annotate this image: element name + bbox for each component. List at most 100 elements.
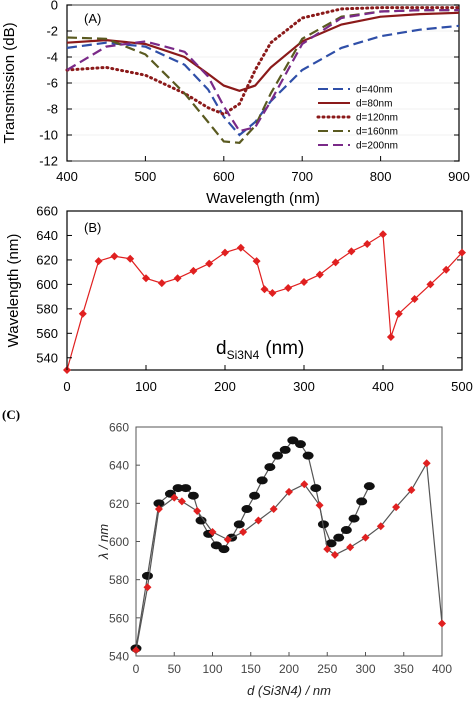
panel-b-point-diamond [110, 252, 119, 261]
panel-a-series [65, 6, 461, 144]
panel-c-x-tick-label: 50 [168, 662, 182, 676]
panel-c: (C) 0 50 100 150 200 250 300 350 400 540 560 580 600… [2, 407, 452, 698]
panel-b-point-diamond [458, 248, 466, 257]
panel-a-y-tick-label: -6 [46, 76, 58, 91]
panel-c-point-circle [195, 516, 207, 525]
panel-c-point-circle [241, 505, 253, 514]
panel-c-point-diamond [239, 527, 248, 536]
panel-a-series-line-1 [66, 11, 460, 92]
panel-b-y-tick-label: 560 [36, 326, 58, 341]
panel-c-series [130, 436, 446, 655]
panel-b-y-tick-label: 660 [36, 204, 58, 219]
panel-c-x-tick-label: 150 [241, 662, 261, 676]
panel-b-point-diamond [442, 265, 451, 274]
panel-b-point-diamond [157, 279, 166, 288]
panel-c-point-diamond [170, 493, 179, 502]
panel-a: 400 500 600 700 800 900 0 -2 -4 -6 -8 -10 -12 (A) Wa… [1, 0, 470, 207]
panel-c-point-circle [153, 499, 165, 508]
panel-c-point-circle [218, 545, 230, 554]
panel-c-x-tick-label: 250 [317, 662, 337, 676]
panel-b-series-line-0 [66, 233, 463, 371]
panel-b-x-tick-label: 200 [214, 379, 236, 394]
panel-b-point-diamond [142, 274, 150, 283]
panel-c-point-diamond [323, 545, 332, 554]
panel-a-x-tick-label: 700 [291, 169, 313, 184]
panel-a-y-tick-label: 0 [51, 0, 58, 13]
panel-b-point-diamond [315, 270, 324, 279]
panel-c-point-diamond [177, 497, 186, 506]
panel-a-y-tick-label: -2 [46, 24, 58, 39]
panel-b-x-tick-label: 0 [63, 379, 70, 394]
panel-b-annotation: dSi3N4 (nm) [216, 338, 304, 362]
panel-a-y-tick-label: -8 [46, 102, 58, 117]
panel-a-x-tick-label: 800 [370, 169, 392, 184]
panel-c-point-diamond [154, 505, 163, 514]
panel-c-point-diamond [422, 459, 431, 468]
panel-c-point-diamond [300, 480, 309, 489]
panel-b-point-diamond [221, 248, 229, 257]
panel-a-series-line-4 [66, 9, 459, 133]
panel-b-point-diamond [189, 266, 198, 275]
panel-c-point-diamond [285, 487, 293, 496]
panel-c-point-circle [348, 514, 360, 523]
panel-c-y-tick-label: 580 [109, 573, 129, 587]
panel-b-point-diamond [78, 309, 87, 318]
panel-b-point-diamond [410, 295, 419, 304]
panel-b-point-diamond [260, 285, 269, 294]
panel-c-y-tick-label: 600 [109, 535, 129, 549]
panel-c-x-tick-label: 400 [432, 662, 452, 676]
panel-c-x-tick-label: 200 [279, 662, 299, 676]
panel-b-label: (B) [84, 220, 101, 235]
panel-b-point-diamond [363, 240, 372, 249]
panel-b-point-diamond [347, 247, 356, 256]
panel-b-point-diamond [236, 243, 245, 252]
panel-b-x-tick-label: 500 [451, 379, 473, 394]
panel-b-y-tick-label: 640 [36, 228, 58, 243]
panel-c-point-circle [264, 463, 276, 472]
legend-label-3: d=160nm [356, 127, 398, 138]
panel-b-point-diamond [379, 230, 387, 239]
panel-b-point-diamond [94, 257, 103, 266]
panel-c-point-circle [256, 476, 268, 485]
panel-a-y-axis-title: Transmission (dB) [1, 22, 18, 143]
panel-c-point-diamond [132, 646, 140, 655]
panel-a-y-tick-label: -4 [46, 50, 58, 65]
panel-c-point-circle [356, 497, 368, 506]
panel-c-x-tick-label: 0 [133, 662, 140, 676]
panel-b-point-diamond [394, 309, 403, 318]
panel-b-x-tick-label: 100 [135, 379, 157, 394]
panel-c-point-circle [279, 445, 291, 454]
panel-c-y-tick-label: 560 [109, 611, 129, 625]
panel-c-point-diamond [407, 485, 416, 494]
panel-a-x-tick-label: 600 [213, 169, 235, 184]
panel-b-point-diamond [205, 259, 214, 268]
panel-c-point-circle [363, 482, 375, 491]
panel-c-frame [135, 426, 443, 657]
annotation-suffix: (nm) [265, 338, 304, 359]
panel-b-y-tick-label: 580 [36, 301, 58, 316]
annotation-subscript: Si3N4 [227, 348, 260, 362]
panel-b-point-diamond [284, 284, 293, 293]
panel-c-point-circle [272, 451, 284, 460]
panel-b-point-diamond [252, 257, 261, 266]
panel-c-point-circle [340, 526, 352, 535]
panel-c-point-diamond [346, 543, 355, 552]
panel-c-ticks: 0 50 100 150 200 250 300 350 400 540 560 580 600 620 6… [109, 421, 452, 677]
panel-c-y-axis-title: λ / nm [96, 524, 111, 560]
panel-c-point-circle [325, 539, 337, 548]
annotation-main: d [216, 338, 227, 359]
panel-a-series-line-0 [66, 24, 460, 137]
panel-a-ticks: 400 500 600 700 800 900 0 -2 -4 -6 -8 -10 -12 [39, 0, 470, 184]
panel-c-x-axis-title: d (Si3N4) / nm [247, 683, 331, 698]
panel-c-point-circle [187, 491, 199, 500]
panel-c-point-diamond [193, 506, 202, 515]
panel-a-y-tick-label: -12 [39, 154, 58, 169]
panel-a-x-tick-label: 500 [135, 169, 157, 184]
panel-c-y-tick-label: 620 [109, 497, 129, 511]
panel-b-point-diamond [126, 254, 135, 263]
panel-c-point-diamond [143, 583, 152, 592]
panel-b-x-tick-label: 400 [372, 379, 394, 394]
panel-c-point-circle [294, 440, 306, 449]
panel-b-point-diamond [300, 277, 308, 286]
